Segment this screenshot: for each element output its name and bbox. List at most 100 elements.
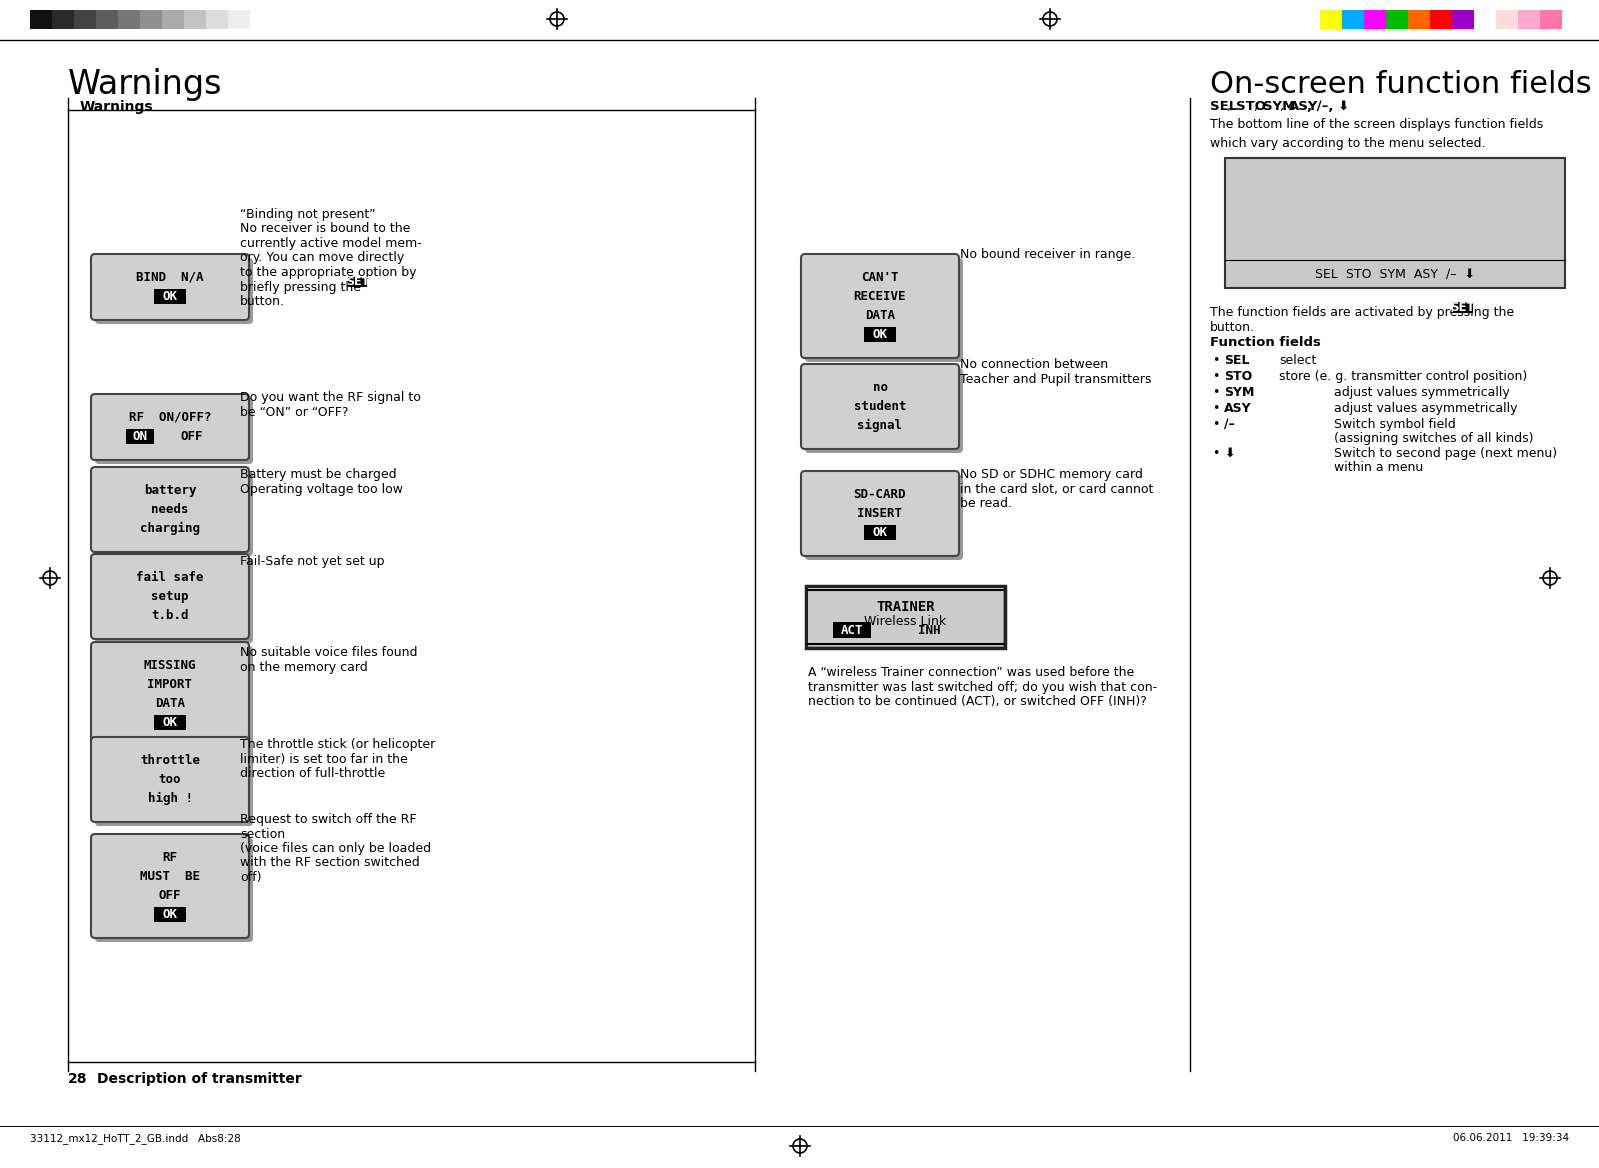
Bar — [1517, 11, 1540, 29]
Text: off): off) — [240, 871, 262, 884]
Text: Battery must be charged: Battery must be charged — [240, 468, 397, 481]
Text: OK: OK — [873, 328, 887, 341]
Text: RECEIVE: RECEIVE — [854, 290, 907, 303]
Bar — [1474, 11, 1497, 29]
Text: ASY: ASY — [1223, 402, 1252, 415]
Bar — [53, 11, 74, 29]
Text: The throttle stick (or helicopter: The throttle stick (or helicopter — [240, 738, 435, 751]
Text: BIND  N/A: BIND N/A — [136, 271, 203, 284]
Text: be read.: be read. — [959, 498, 1012, 510]
Text: No suitable voice files found: No suitable voice files found — [240, 646, 417, 659]
Text: ACT: ACT — [841, 624, 863, 637]
Bar — [118, 11, 141, 29]
FancyBboxPatch shape — [94, 558, 253, 644]
Text: direction of full-throttle: direction of full-throttle — [240, 767, 385, 780]
FancyBboxPatch shape — [804, 368, 963, 453]
Text: 06.06.2011   19:39:34: 06.06.2011 19:39:34 — [1453, 1133, 1569, 1143]
Text: t.b.d: t.b.d — [152, 609, 189, 623]
Bar — [1386, 11, 1409, 29]
Text: IMPORT: IMPORT — [147, 677, 192, 691]
Text: battery: battery — [144, 484, 197, 498]
Text: , ∕–, ⬇: , ∕–, ⬇ — [1306, 100, 1350, 113]
Text: ⬇: ⬇ — [1223, 447, 1234, 460]
Text: ASY: ASY — [1289, 100, 1319, 113]
Bar — [833, 623, 871, 638]
Text: student: student — [854, 399, 907, 413]
Text: briefly pressing the: briefly pressing the — [240, 280, 365, 293]
Bar — [863, 524, 895, 540]
Text: currently active model mem-: currently active model mem- — [240, 237, 422, 250]
Text: in the card slot, or card cannot: in the card slot, or card cannot — [959, 482, 1153, 495]
Text: fail safe: fail safe — [136, 571, 203, 584]
FancyBboxPatch shape — [91, 737, 249, 822]
Text: select: select — [1279, 354, 1316, 367]
Text: ∕–: ∕– — [1223, 418, 1234, 431]
Text: OK: OK — [163, 716, 177, 729]
Text: •: • — [1212, 354, 1220, 367]
Bar — [1364, 11, 1386, 29]
Text: On-screen function fields: On-screen function fields — [1210, 70, 1591, 99]
Text: ory. You can move directly: ory. You can move directly — [240, 251, 405, 264]
Bar — [807, 588, 1003, 646]
Bar — [1321, 11, 1342, 29]
Bar — [1452, 11, 1474, 29]
Text: STO: STO — [1223, 370, 1252, 383]
Text: OFF: OFF — [158, 889, 181, 902]
Bar — [1342, 11, 1364, 29]
Text: SET: SET — [345, 277, 369, 287]
Text: •: • — [1212, 385, 1220, 399]
FancyBboxPatch shape — [91, 253, 249, 320]
Text: section: section — [240, 827, 285, 841]
Bar — [206, 11, 229, 29]
Text: Operating voltage too low: Operating voltage too low — [240, 482, 403, 495]
Bar — [141, 11, 161, 29]
Bar — [1452, 303, 1473, 313]
Text: INH: INH — [918, 624, 940, 637]
Text: with the RF section switched: with the RF section switched — [240, 856, 421, 869]
Text: high !: high ! — [147, 792, 192, 805]
FancyBboxPatch shape — [94, 837, 253, 943]
Text: on the memory card: on the memory card — [240, 660, 368, 674]
Bar — [1540, 11, 1562, 29]
Text: OK: OK — [163, 908, 177, 922]
Bar — [863, 327, 895, 342]
Text: •: • — [1212, 370, 1220, 383]
Text: SYM: SYM — [1263, 100, 1295, 113]
Text: SEL  STO  SYM  ASY  ∕–  ⬇: SEL STO SYM ASY ∕– ⬇ — [1314, 267, 1474, 280]
Text: 28: 28 — [69, 1072, 88, 1086]
FancyBboxPatch shape — [94, 741, 253, 826]
Text: adjust values symmetrically: adjust values symmetrically — [1334, 385, 1509, 399]
Bar — [1430, 11, 1452, 29]
Text: The bottom line of the screen displays function fields
which vary according to t: The bottom line of the screen displays f… — [1210, 118, 1543, 150]
Bar — [126, 429, 154, 444]
Text: CAN'T: CAN'T — [862, 271, 899, 284]
FancyBboxPatch shape — [806, 586, 1006, 648]
Text: Do you want the RF signal to: Do you want the RF signal to — [240, 391, 421, 404]
Text: No connection between: No connection between — [959, 359, 1108, 371]
Bar — [154, 288, 185, 304]
Bar — [1225, 158, 1565, 288]
Text: Warnings: Warnings — [69, 68, 222, 100]
Text: limiter) is set too far in the: limiter) is set too far in the — [240, 752, 408, 765]
Text: Function fields: Function fields — [1210, 336, 1321, 349]
Bar — [349, 277, 368, 286]
Text: SD-CARD: SD-CARD — [854, 488, 907, 501]
Text: No SD or SDHC memory card: No SD or SDHC memory card — [959, 468, 1143, 481]
FancyBboxPatch shape — [804, 258, 963, 362]
FancyBboxPatch shape — [801, 364, 959, 449]
Bar — [184, 11, 206, 29]
Bar — [154, 908, 185, 922]
Text: Warnings: Warnings — [80, 100, 154, 114]
Text: too: too — [158, 773, 181, 786]
Text: to the appropriate option by: to the appropriate option by — [240, 266, 416, 279]
Text: INSERT: INSERT — [857, 507, 902, 520]
Text: no: no — [873, 381, 887, 394]
Text: signal: signal — [857, 419, 902, 432]
Text: within a menu: within a menu — [1334, 461, 1423, 474]
Bar — [161, 11, 184, 29]
FancyBboxPatch shape — [801, 253, 959, 359]
Text: ,: , — [1254, 100, 1262, 113]
Text: Fail-Safe not yet set up: Fail-Safe not yet set up — [240, 555, 384, 568]
Text: (assigning switches of all kinds): (assigning switches of all kinds) — [1334, 432, 1533, 445]
Text: transmitter was last switched off; do you wish that con-: transmitter was last switched off; do yo… — [807, 681, 1158, 694]
